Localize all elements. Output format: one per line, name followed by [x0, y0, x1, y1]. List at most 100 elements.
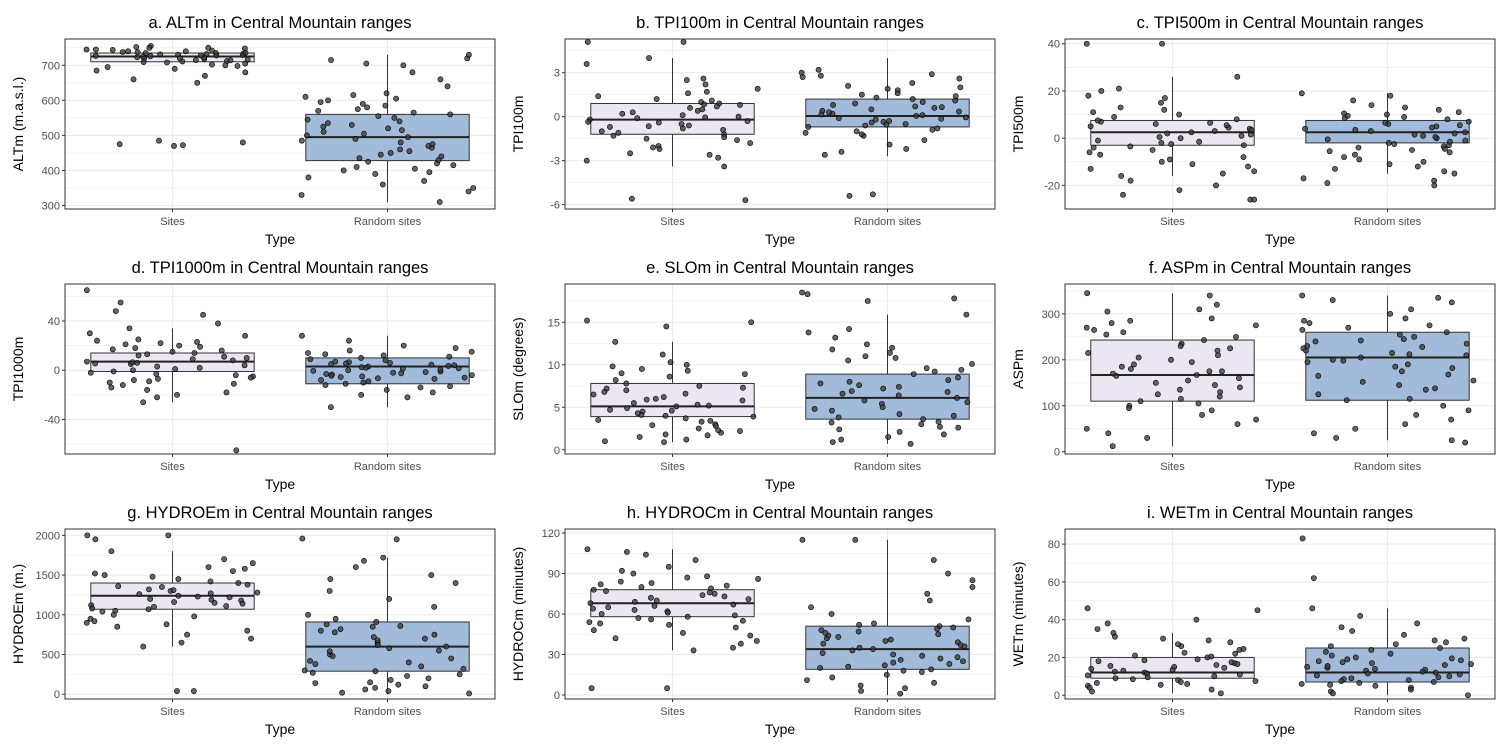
data-point	[1233, 333, 1239, 340]
data-point	[740, 384, 746, 391]
data-point	[734, 137, 740, 144]
data-point	[222, 62, 229, 69]
data-point	[659, 351, 666, 358]
data-point	[1387, 92, 1394, 99]
data-point	[879, 404, 886, 411]
data-point	[699, 592, 706, 599]
data-point	[750, 413, 757, 420]
data-point	[583, 157, 590, 164]
data-point	[385, 688, 392, 694]
data-point	[1431, 177, 1438, 184]
data-point	[247, 374, 254, 381]
data-point	[584, 39, 591, 45]
data-point	[929, 126, 936, 133]
data-point	[747, 140, 754, 146]
data-point	[1456, 671, 1463, 678]
data-point	[931, 368, 938, 375]
data-point	[1156, 134, 1163, 140]
y-axis-title: HYDROEm (m.)	[10, 564, 26, 664]
box-iqr	[1305, 331, 1470, 401]
data-point	[1215, 352, 1221, 359]
y-tick-label: 200	[1042, 355, 1060, 367]
data-point	[1205, 637, 1212, 644]
data-point	[361, 557, 367, 564]
data-point	[1345, 324, 1352, 331]
data-point	[326, 588, 333, 594]
data-point	[1465, 407, 1472, 414]
data-point	[159, 584, 165, 590]
data-point	[817, 72, 824, 79]
data-point	[1329, 297, 1336, 303]
data-point	[239, 600, 246, 607]
data-point	[646, 55, 652, 61]
data-point	[853, 128, 860, 135]
data-point	[461, 374, 468, 381]
x-tick-label: Random sites	[854, 706, 922, 718]
data-point	[1306, 320, 1313, 326]
data-point	[428, 361, 435, 368]
data-point	[1327, 643, 1334, 650]
data-point	[1356, 156, 1363, 163]
data-point	[1087, 123, 1094, 130]
data-point	[322, 382, 329, 388]
data-point	[666, 621, 672, 628]
data-point	[412, 165, 418, 172]
data-point	[1116, 85, 1122, 92]
data-point	[1213, 182, 1219, 189]
data-point	[1196, 138, 1203, 145]
data-point	[147, 53, 154, 60]
data-point	[248, 635, 254, 642]
y-tick-label: 0	[554, 445, 560, 457]
data-point	[1352, 654, 1359, 661]
data-point	[590, 605, 596, 612]
data-point	[304, 132, 310, 139]
data-point	[615, 129, 622, 136]
data-point	[393, 536, 400, 543]
y-tick-label: 20	[1048, 86, 1060, 98]
data-point	[1195, 400, 1202, 407]
data-point	[1406, 395, 1413, 402]
data-point	[1411, 131, 1418, 138]
data-point	[304, 116, 311, 123]
data-point	[305, 611, 311, 618]
data-point	[244, 627, 251, 634]
data-point	[958, 366, 965, 373]
data-point	[332, 358, 339, 365]
data-point	[634, 115, 641, 122]
data-point	[429, 141, 436, 148]
data-point	[1105, 430, 1112, 437]
data-point	[664, 685, 671, 692]
chart-panel-c: c. TPI500m in Central Mountain ranges -20…	[1003, 7, 1503, 252]
data-point	[1212, 382, 1218, 388]
data-point	[861, 397, 868, 404]
data-point	[1387, 650, 1394, 657]
data-point	[880, 385, 887, 392]
data-point	[360, 379, 367, 386]
data-point	[1118, 173, 1125, 179]
data-point	[708, 585, 714, 592]
data-point	[1304, 663, 1311, 670]
data-point	[721, 163, 728, 170]
data-point	[1456, 122, 1463, 129]
data-point	[156, 137, 162, 144]
data-point	[1339, 659, 1346, 666]
data-point	[1437, 645, 1443, 651]
data-point	[1338, 624, 1345, 631]
data-point	[1113, 372, 1120, 379]
data-point	[1451, 130, 1458, 137]
x-tick-label: Sites	[1160, 706, 1185, 718]
data-point	[852, 100, 858, 107]
data-point	[374, 637, 381, 644]
data-point	[470, 185, 477, 191]
data-point	[954, 394, 960, 401]
data-point	[588, 685, 595, 692]
data-point	[1131, 361, 1137, 368]
data-point	[393, 95, 399, 102]
data-point	[130, 76, 137, 83]
data-point	[846, 326, 852, 332]
data-point	[374, 642, 381, 648]
data-point	[695, 425, 702, 432]
data-point	[822, 629, 829, 636]
data-point	[190, 688, 197, 694]
